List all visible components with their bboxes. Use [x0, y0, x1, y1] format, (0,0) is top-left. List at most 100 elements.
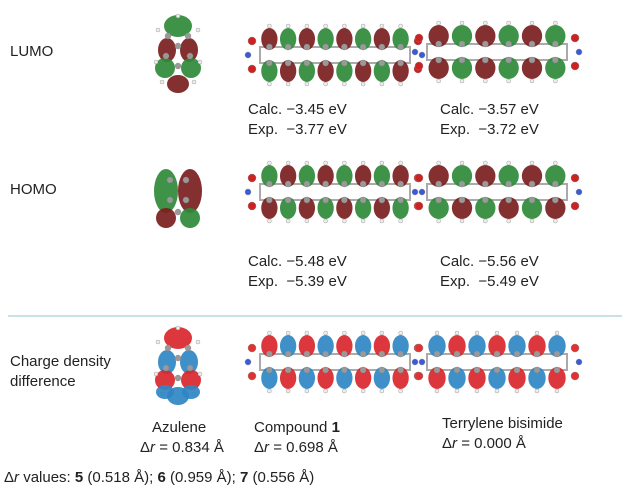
atom — [494, 351, 500, 357]
atom — [266, 367, 272, 373]
energy: Calc. −5.48 eV — [248, 252, 347, 272]
atom — [379, 181, 385, 187]
orbital-lobe — [156, 208, 176, 228]
atom — [530, 79, 534, 83]
atom — [167, 197, 173, 203]
orbital-lobe — [178, 169, 202, 213]
atom — [529, 197, 535, 203]
atom — [415, 174, 423, 182]
atom — [455, 331, 459, 335]
atom — [506, 197, 512, 203]
atom — [434, 351, 440, 357]
atom — [286, 161, 290, 165]
atom — [267, 331, 271, 335]
atom — [437, 21, 441, 25]
atom — [175, 63, 181, 69]
atom — [482, 197, 488, 203]
atom — [483, 161, 487, 165]
row-label: LUMO — [10, 42, 53, 62]
atom — [266, 197, 272, 203]
value: = 0.698 Å — [269, 439, 338, 456]
atom — [196, 28, 200, 32]
atom — [482, 41, 488, 47]
atom — [360, 197, 366, 203]
atom — [342, 219, 346, 223]
atom — [175, 375, 181, 381]
atom — [571, 34, 579, 42]
atom — [185, 345, 191, 351]
atom — [434, 367, 440, 373]
atom — [535, 389, 539, 393]
atom — [483, 79, 487, 83]
atom — [380, 331, 384, 335]
compound: 5 — [75, 469, 83, 486]
atom — [576, 49, 582, 55]
atom — [412, 49, 418, 55]
atom — [507, 21, 511, 25]
atom — [435, 331, 439, 335]
atom — [506, 181, 512, 187]
atom — [460, 161, 464, 165]
atom — [267, 161, 271, 165]
atom — [398, 351, 404, 357]
atom — [415, 62, 423, 70]
atom — [530, 21, 534, 25]
atom — [571, 344, 579, 352]
atom — [380, 161, 384, 165]
orbital-lobe — [155, 58, 175, 78]
atom — [552, 57, 558, 63]
atom — [245, 52, 251, 58]
delta: Δ — [4, 469, 14, 486]
atom — [398, 60, 404, 66]
atom — [248, 65, 256, 73]
atom — [304, 367, 310, 373]
atom — [342, 82, 346, 86]
atom — [554, 367, 560, 373]
atom — [341, 367, 347, 373]
atom — [324, 331, 328, 335]
atom — [436, 197, 442, 203]
molecule-name: Compound 1 — [254, 418, 340, 438]
atom — [154, 372, 158, 376]
atom — [576, 359, 582, 365]
text: (0.959 Å); — [166, 469, 240, 486]
atom — [248, 174, 256, 182]
atom — [494, 367, 500, 373]
text: (0.518 Å); — [83, 469, 157, 486]
atom — [398, 44, 404, 50]
atom — [266, 44, 272, 50]
atom — [460, 219, 464, 223]
atom — [286, 82, 290, 86]
atom — [323, 197, 329, 203]
atom — [399, 219, 403, 223]
atom — [475, 331, 479, 335]
atom — [419, 359, 425, 365]
atom — [380, 219, 384, 223]
atom — [507, 79, 511, 83]
atom — [412, 189, 418, 195]
atom — [552, 41, 558, 47]
atom — [529, 181, 535, 187]
atom — [553, 219, 557, 223]
atom — [305, 82, 309, 86]
atom — [245, 189, 251, 195]
energy: Exp. −5.49 eV — [440, 272, 539, 292]
atom — [436, 57, 442, 63]
atom — [474, 367, 480, 373]
atom — [285, 44, 291, 50]
atom — [495, 389, 499, 393]
atom — [454, 351, 460, 357]
atom — [165, 33, 171, 39]
delta: Δ — [254, 439, 264, 456]
atom — [176, 326, 180, 330]
atom — [553, 79, 557, 83]
atom — [507, 219, 511, 223]
orbital-lobe — [167, 75, 189, 93]
atom — [285, 181, 291, 187]
atom — [342, 161, 346, 165]
energy: Exp. −3.72 eV — [440, 120, 539, 140]
atom — [342, 389, 346, 393]
atom — [165, 345, 171, 351]
atom — [266, 60, 272, 66]
atom — [160, 80, 164, 84]
